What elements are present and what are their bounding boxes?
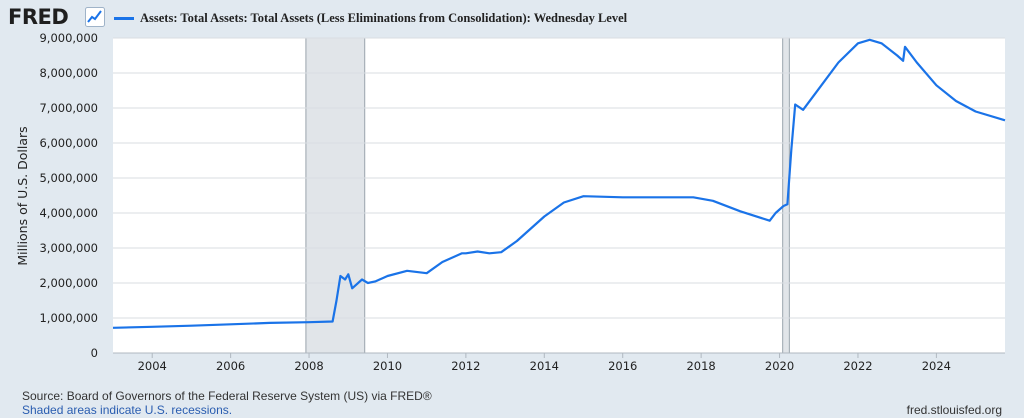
series-layer — [112, 38, 1006, 329]
y-tick-label: 9,000,000 — [39, 31, 98, 45]
y-axis-title: Millions of U.S. Dollars — [15, 126, 30, 265]
x-tick-label: 2016 — [608, 359, 637, 373]
source-note: Source: Board of Governors of the Federa… — [22, 389, 432, 403]
y-tick-label: 4,000,000 — [39, 206, 98, 220]
y-tick-label: 1,000,000 — [39, 311, 98, 325]
series-line — [112, 38, 1006, 329]
recession-band — [782, 38, 790, 353]
recession-note[interactable]: Shaded areas indicate U.S. recessions. — [22, 403, 233, 417]
y-tick-label: 2,000,000 — [39, 276, 98, 290]
line-chart-icon — [85, 7, 105, 27]
site-url[interactable]: fred.stlouisfed.org — [906, 403, 1002, 417]
x-tick-label: 2020 — [765, 359, 794, 373]
y-tick-label: 3,000,000 — [39, 241, 98, 255]
grid-layer — [113, 37, 1005, 319]
x-tick-label: 2022 — [843, 359, 872, 373]
y-tick-label: 7,000,000 — [39, 101, 98, 115]
header: FRED Assets: Total Assets: Total Assets … — [0, 0, 1024, 34]
legend-label: Assets: Total Assets: Total Assets (Less… — [140, 11, 628, 25]
fred-logo[interactable]: FRED — [8, 5, 69, 29]
x-tick-label: 2024 — [922, 359, 951, 373]
plot-area — [113, 38, 1005, 353]
x-tick-label: 2010 — [373, 359, 402, 373]
legend-swatch — [114, 17, 134, 20]
x-tick-label: 2006 — [216, 359, 245, 373]
x-tick-label: 2014 — [530, 359, 559, 373]
x-tick-label: 2004 — [138, 359, 167, 373]
line-chart: 2004 2006 2008 2010 2012 2014 2016 2018 2020 2022… — [15, 31, 1006, 373]
x-tick-layer: 2004 2006 2008 2010 2012 2014 2016 2018 2020 2022… — [113, 352, 1005, 373]
y-tick-label: 8,000,000 — [39, 66, 98, 80]
x-tick-label: 2018 — [686, 359, 715, 373]
y-tick-layer: 0 1,000,000 2,000,000 3,000,000 4,000,000 5,0… — [39, 31, 98, 360]
x-tick-label: 2012 — [451, 359, 480, 373]
y-tick-label: 5,000,000 — [39, 171, 98, 185]
recession-layer — [305, 38, 790, 353]
y-tick-label: 0 — [91, 346, 98, 360]
x-tick-label: 2008 — [294, 359, 323, 373]
y-tick-label: 6,000,000 — [39, 136, 98, 150]
recession-band — [305, 38, 365, 353]
